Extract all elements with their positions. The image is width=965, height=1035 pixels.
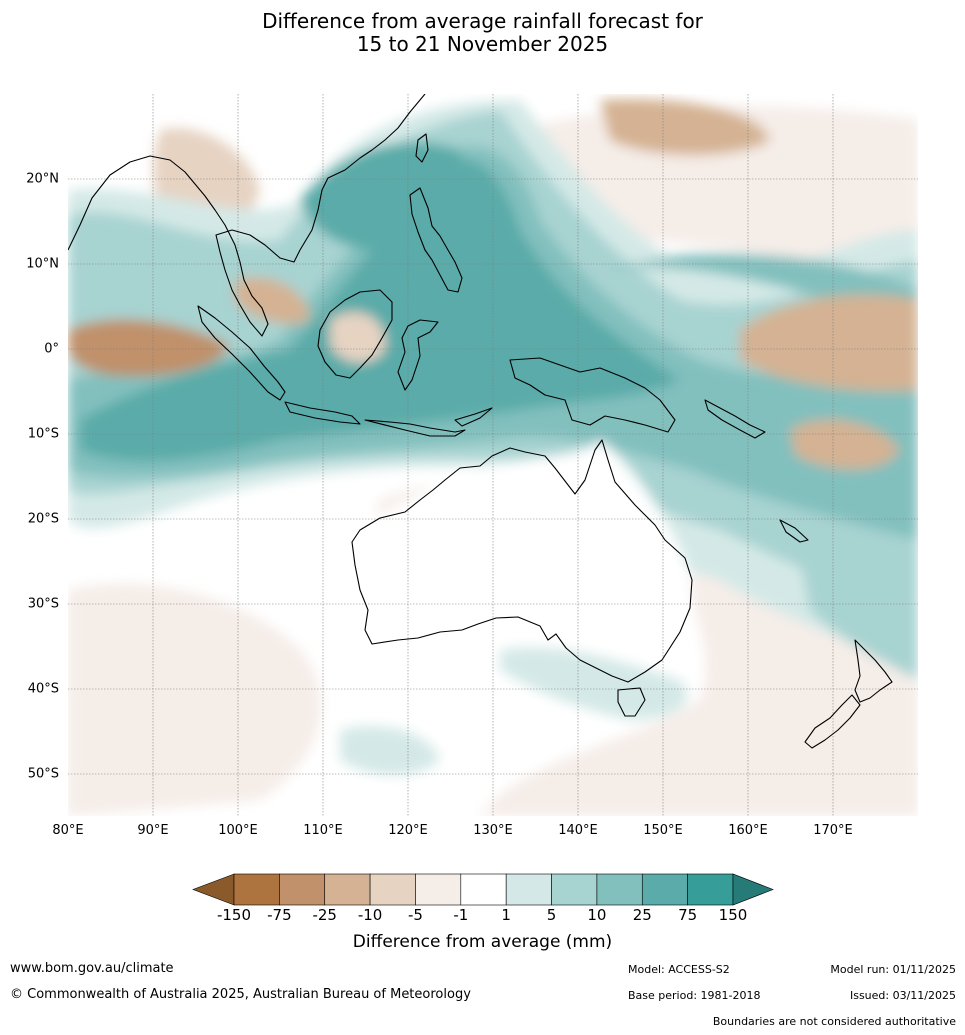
- colorbar-swatch: [233, 873, 280, 906]
- colorbar-swatch: [596, 873, 643, 906]
- colorbar-tick-label: 10: [587, 906, 607, 924]
- wet-region-south-china-sea: [300, 142, 462, 250]
- website-link[interactable]: www.bom.gov.au/climate: [10, 961, 174, 976]
- colorbar-swatch: [324, 873, 371, 906]
- latitude-label: 10°S: [27, 426, 59, 442]
- longitude-label: 150°E: [643, 823, 683, 838]
- colorbar-tick-label: -25: [312, 906, 337, 924]
- graticule: [68, 94, 918, 816]
- latitude-label: 10°N: [26, 256, 59, 272]
- latitude-label: 0°: [44, 341, 59, 357]
- colorbar-tick-label: 5: [546, 906, 557, 924]
- coastline-sumatra: [197, 305, 286, 401]
- coastline-mainland-asia: [68, 94, 426, 337]
- map-title-line1: Difference from average rainfall forecas…: [262, 9, 703, 33]
- base-period: Base period: 1981-2018: [628, 989, 761, 1002]
- colorbar-tick-label: 150: [718, 906, 748, 924]
- coastline-philippines: [409, 187, 463, 293]
- wet-region-se-australia: [500, 647, 688, 720]
- copyright-notice: © Commonwealth of Australia 2025, Austra…: [10, 987, 471, 1002]
- dry-region-southern-ocean: [68, 583, 321, 816]
- coastline-tasmania: [617, 687, 646, 717]
- longitude-label: 90°E: [137, 823, 169, 838]
- colorbar-arrow-low: [192, 873, 235, 906]
- dry-region-north-pacific-core: [600, 99, 770, 155]
- boundaries-note: Boundaries are not considered authoritat…: [712, 1015, 956, 1028]
- longitude-label: 110°E: [303, 823, 343, 838]
- coastline-lesser-sunda: [364, 419, 466, 437]
- wet-region-se-indian-ocean: [340, 726, 440, 775]
- wet-region-tasman-sea: [800, 560, 918, 680]
- colorbar: [192, 873, 774, 906]
- colorbar-label: Difference from average (mm): [352, 932, 613, 952]
- map-title-line2: 15 to 21 November 2025: [356, 32, 609, 56]
- colorbar-tick-label: -5: [407, 906, 423, 924]
- latitude-label: 50°S: [27, 766, 59, 782]
- model-run-date: Model run: 01/11/2025: [830, 963, 956, 976]
- coastline-borneo: [317, 289, 393, 379]
- wet-region-west-pacific: [600, 253, 918, 330]
- colorbar-arrow-high: [732, 873, 774, 906]
- dry-region-malay-peninsula: [235, 277, 310, 324]
- coastline-taiwan: [415, 133, 429, 163]
- coastline-new-guinea: [509, 357, 676, 433]
- longitude-label: 130°E: [473, 823, 513, 838]
- colorbar-tick-label: 75: [678, 906, 698, 924]
- map-title: Difference from average rainfall forecas…: [0, 10, 965, 56]
- coastline-java: [284, 401, 361, 425]
- colorbar-tick-label: 25: [632, 906, 652, 924]
- colorbar-swatch: [641, 873, 688, 906]
- latitude-label: 40°S: [27, 681, 59, 697]
- colorbar-tick-label: -75: [267, 906, 292, 924]
- colorbar-swatch: [551, 873, 598, 906]
- longitude-label: 140°E: [558, 823, 598, 838]
- coastlines: [68, 94, 893, 749]
- longitude-label: 80°E: [52, 823, 84, 838]
- colorbar-swatch: [460, 873, 507, 906]
- colorbar-tick-label: -1: [453, 906, 469, 924]
- coastline-sulawesi: [397, 319, 439, 391]
- colorbar-swatch: [505, 873, 552, 906]
- model-name: Model: ACCESS-S2: [628, 963, 730, 976]
- coastline-new-zealand-south: [804, 694, 861, 749]
- latitude-label: 20°S: [27, 511, 59, 527]
- dry-region-borneo: [330, 311, 386, 363]
- longitude-label: 170°E: [813, 823, 853, 838]
- dry-region-north-pacific: [520, 106, 918, 280]
- latitude-label: 30°S: [27, 596, 59, 612]
- colorbar-swatch: [687, 873, 734, 906]
- colorbar-tick-label: 1: [501, 906, 511, 924]
- dry-region-central-pacific: [740, 294, 918, 392]
- longitude-label: 120°E: [388, 823, 428, 838]
- coastline-australia: [351, 439, 693, 683]
- coastline-new-caledonia: [779, 519, 809, 543]
- coastline-timor: [454, 407, 493, 427]
- latitude-label: 20°N: [26, 171, 59, 187]
- coastline-new-zealand-north: [854, 639, 893, 703]
- dry-region-coral-sea-east: [790, 419, 900, 470]
- colorbar-swatch: [369, 873, 416, 906]
- issued-date: Issued: 03/11/2025: [849, 989, 956, 1002]
- colorbar-swatch: [415, 873, 462, 906]
- colorbar-swatch: [279, 873, 326, 906]
- coastline-solomon-islands: [704, 399, 766, 439]
- dry-region-equatorial-indian-ocean: [68, 319, 230, 377]
- longitude-label: 160°E: [728, 823, 768, 838]
- neutral-region-australia: [351, 440, 692, 690]
- colorbar-tick-label: -10: [357, 906, 383, 924]
- longitude-label: 100°E: [218, 823, 258, 838]
- colorbar-tick-label: -150: [216, 906, 252, 924]
